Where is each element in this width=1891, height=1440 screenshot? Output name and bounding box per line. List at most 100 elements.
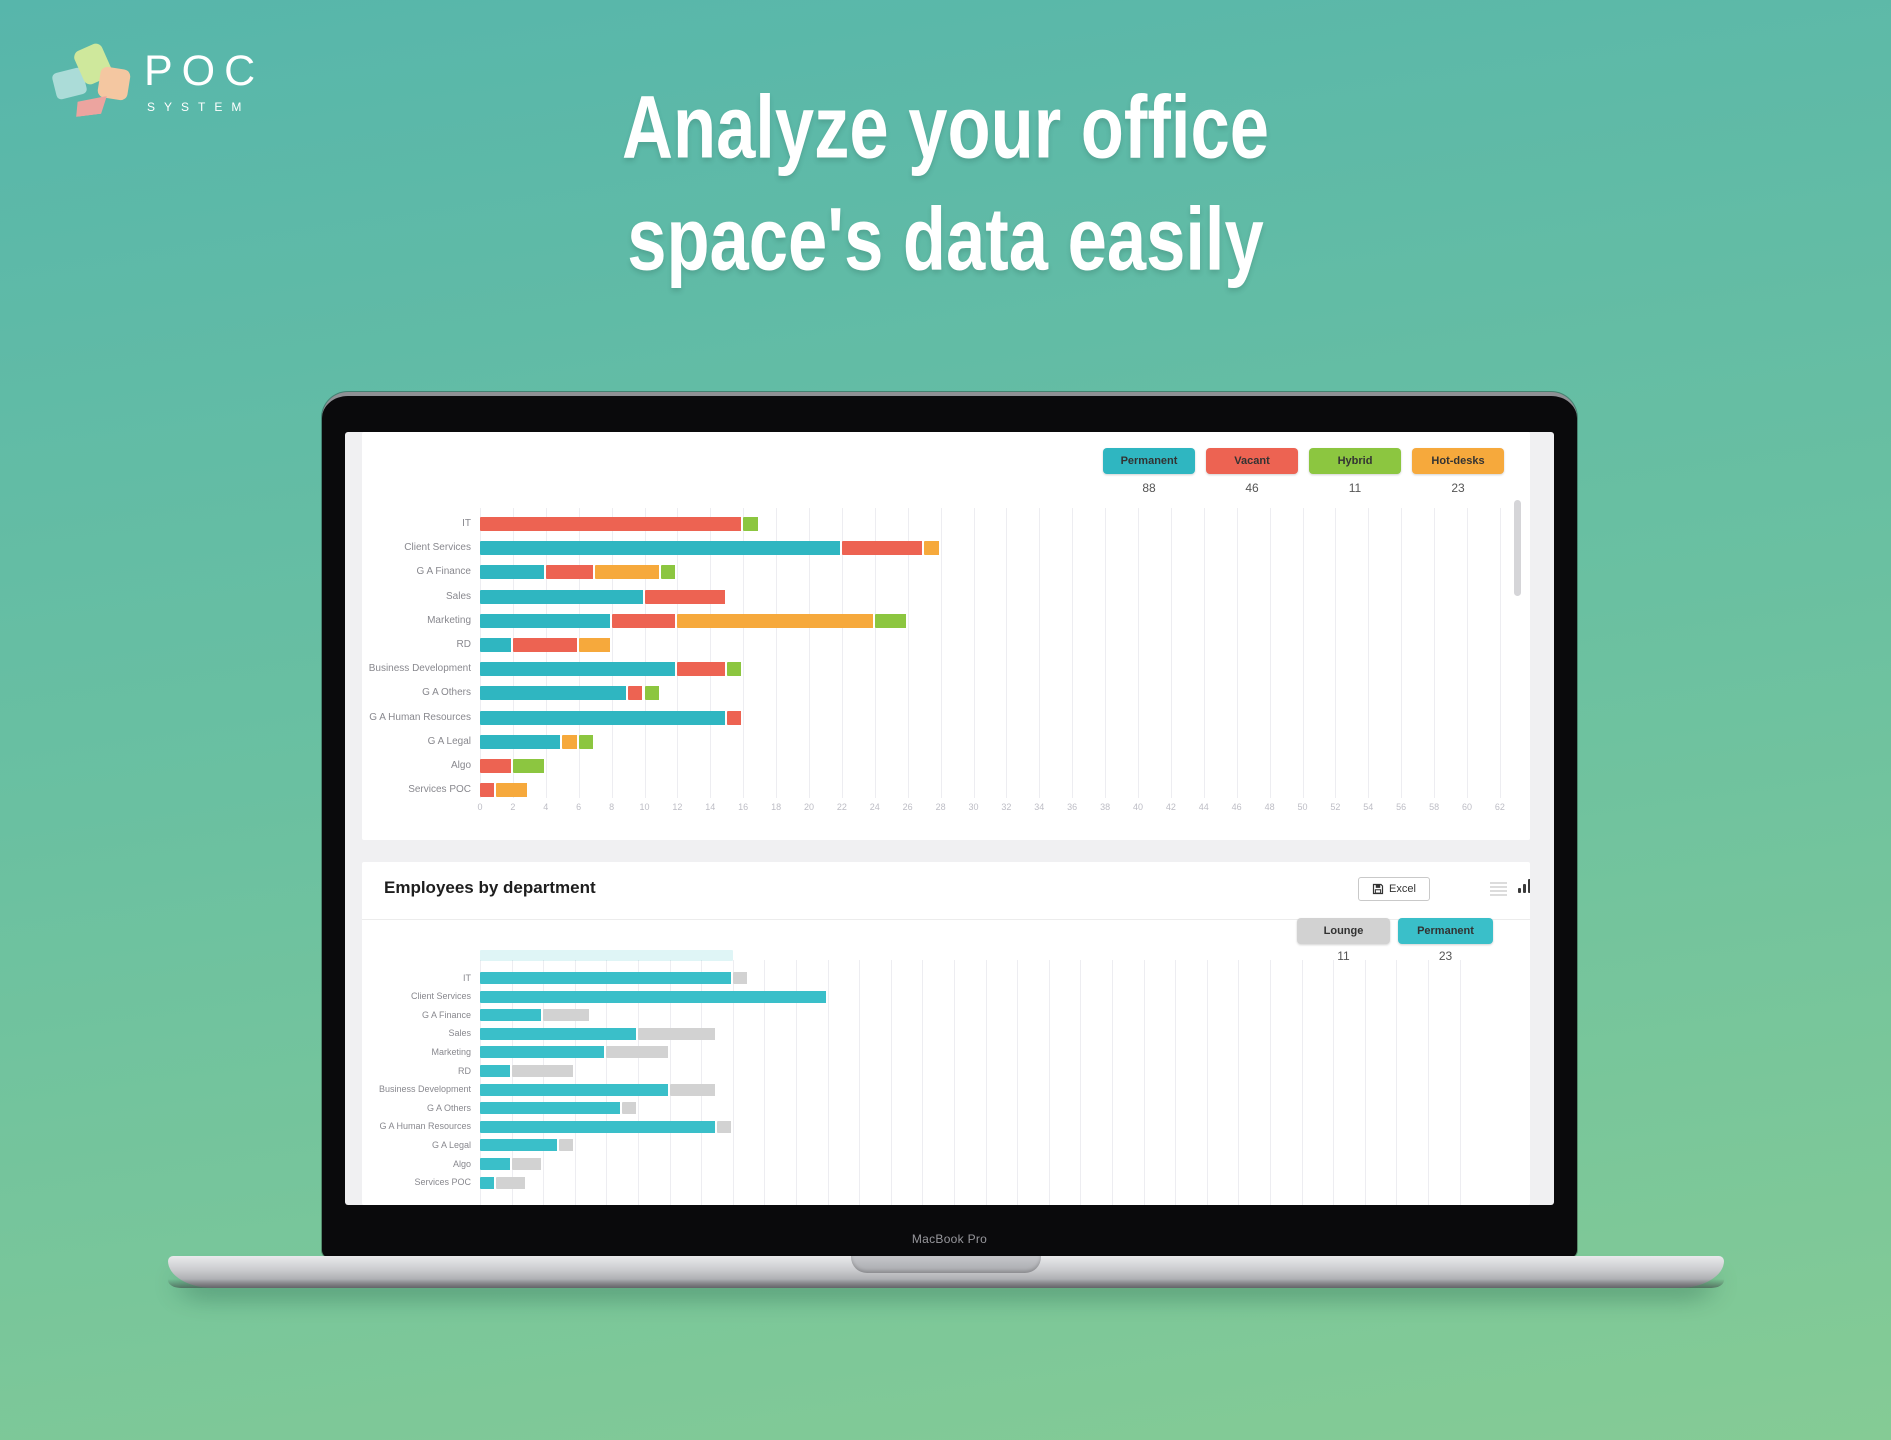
bar-segment	[578, 638, 612, 652]
bar-segment	[480, 541, 842, 556]
axis-tick: 16	[738, 802, 749, 812]
row-label: G A Human Resources	[379, 1121, 471, 1132]
gridline	[701, 960, 703, 1205]
bar-segment	[595, 565, 661, 580]
logo-name: POC	[144, 47, 265, 95]
bar-segment	[480, 972, 733, 984]
bar-segment	[726, 710, 744, 725]
bar-chart-view-icon[interactable]	[1518, 879, 1530, 893]
row-label: IT	[463, 972, 471, 983]
gridline	[1333, 960, 1335, 1205]
gridline	[1048, 960, 1050, 1205]
gridline	[890, 960, 892, 1205]
gridline	[973, 508, 975, 798]
bar-segment	[480, 759, 513, 773]
laptop-base-notch	[851, 1256, 1041, 1273]
bar-segment	[480, 1158, 512, 1170]
gridline	[1072, 508, 1074, 798]
axis-tick: 42	[1165, 802, 1176, 812]
legend-button-lounge[interactable]: Lounge	[1297, 918, 1390, 944]
legend-button-vacant[interactable]: Vacant	[1206, 448, 1298, 474]
export-excel-button[interactable]: Excel	[1358, 877, 1430, 901]
gridline	[1039, 508, 1041, 798]
axis-tick: 56	[1396, 802, 1407, 812]
legend-value-hybrid: 11	[1348, 481, 1362, 495]
row-label: IT	[462, 518, 471, 529]
bar-segment	[644, 589, 727, 604]
gridline	[1143, 960, 1145, 1205]
legend-button-hybrid[interactable]: Hybrid	[1309, 448, 1401, 474]
axis-tick: 46	[1231, 802, 1242, 812]
bar-segment	[480, 710, 727, 725]
row-label: Services POC	[414, 1177, 471, 1188]
gridline	[776, 508, 778, 798]
gridline	[578, 508, 580, 798]
bar-segment	[611, 613, 678, 628]
bar-segment	[562, 734, 579, 749]
bar-segment	[924, 541, 941, 556]
axis-tick: 24	[869, 802, 880, 812]
bar-segment	[480, 1102, 623, 1115]
gridline	[644, 508, 646, 798]
gridline	[1269, 508, 1271, 798]
gridline	[764, 960, 766, 1205]
laptop-base	[168, 1256, 1724, 1288]
gridline	[907, 508, 909, 798]
bar-segment	[480, 1120, 717, 1133]
menu-icon[interactable]	[1490, 882, 1507, 898]
axis-tick: 36	[1067, 802, 1078, 812]
legend-button-permanent[interactable]: Permanent	[1103, 448, 1195, 474]
gridline	[841, 508, 843, 798]
bar-segment	[841, 541, 925, 556]
gridline	[809, 508, 810, 798]
legend-label: Hybrid	[1337, 455, 1373, 467]
row-label: RD	[458, 1065, 471, 1076]
gridline	[606, 960, 608, 1205]
gridline	[1396, 960, 1398, 1205]
row-label: G A Legal	[427, 735, 471, 747]
bar-segment	[732, 972, 749, 984]
row-label: Algo	[452, 1158, 471, 1169]
axis-tick: 14	[705, 802, 716, 812]
gridline	[1302, 508, 1304, 798]
bar-segment	[480, 1083, 670, 1096]
row-label: Algo	[450, 760, 471, 771]
axis-tick: 12	[672, 802, 683, 812]
gridline	[1467, 508, 1468, 798]
legend-label: Permanent	[1120, 455, 1178, 467]
gridline	[1138, 508, 1139, 798]
save-icon	[1372, 883, 1384, 895]
macbook-pro-label: MacBook Pro	[911, 1232, 988, 1246]
logo-text: POC SYSTEM	[144, 47, 265, 115]
header-divider	[362, 919, 1530, 920]
row-label: G A Finance	[421, 1009, 471, 1020]
bar-segment	[480, 589, 645, 604]
legend-button-permanent[interactable]: Permanent	[1398, 918, 1493, 944]
bar-segment	[511, 1158, 544, 1170]
bar-segment	[480, 1027, 638, 1040]
bar-segment	[677, 613, 875, 628]
headline-line-1: Analyze your office	[622, 77, 1269, 177]
axis-tick: 50	[1297, 802, 1308, 812]
bar-segment	[644, 686, 661, 701]
gridline	[796, 960, 797, 1205]
axis-tick: 0	[477, 802, 483, 812]
axis-tick: 30	[968, 802, 979, 812]
gridline	[1170, 508, 1172, 798]
bar-segment	[660, 565, 678, 580]
bar-segment	[480, 1065, 512, 1077]
axis-tick: 2	[510, 802, 516, 812]
legend-button-hot-desks[interactable]: Hot-desks	[1412, 448, 1504, 474]
gridline	[1459, 960, 1461, 1205]
gridline	[985, 960, 987, 1205]
row-label: RD	[456, 639, 471, 650]
bar-segment	[512, 759, 546, 773]
row-label: G A Human Resources	[369, 711, 471, 723]
bar-segment	[480, 686, 629, 701]
export-excel-label: Excel	[1389, 883, 1416, 895]
gridline	[480, 960, 481, 1205]
chart-scrollbar[interactable]	[1514, 500, 1521, 596]
gridline	[1335, 508, 1337, 798]
bar-segment	[638, 1027, 717, 1040]
axis-tick: 18	[771, 802, 782, 812]
